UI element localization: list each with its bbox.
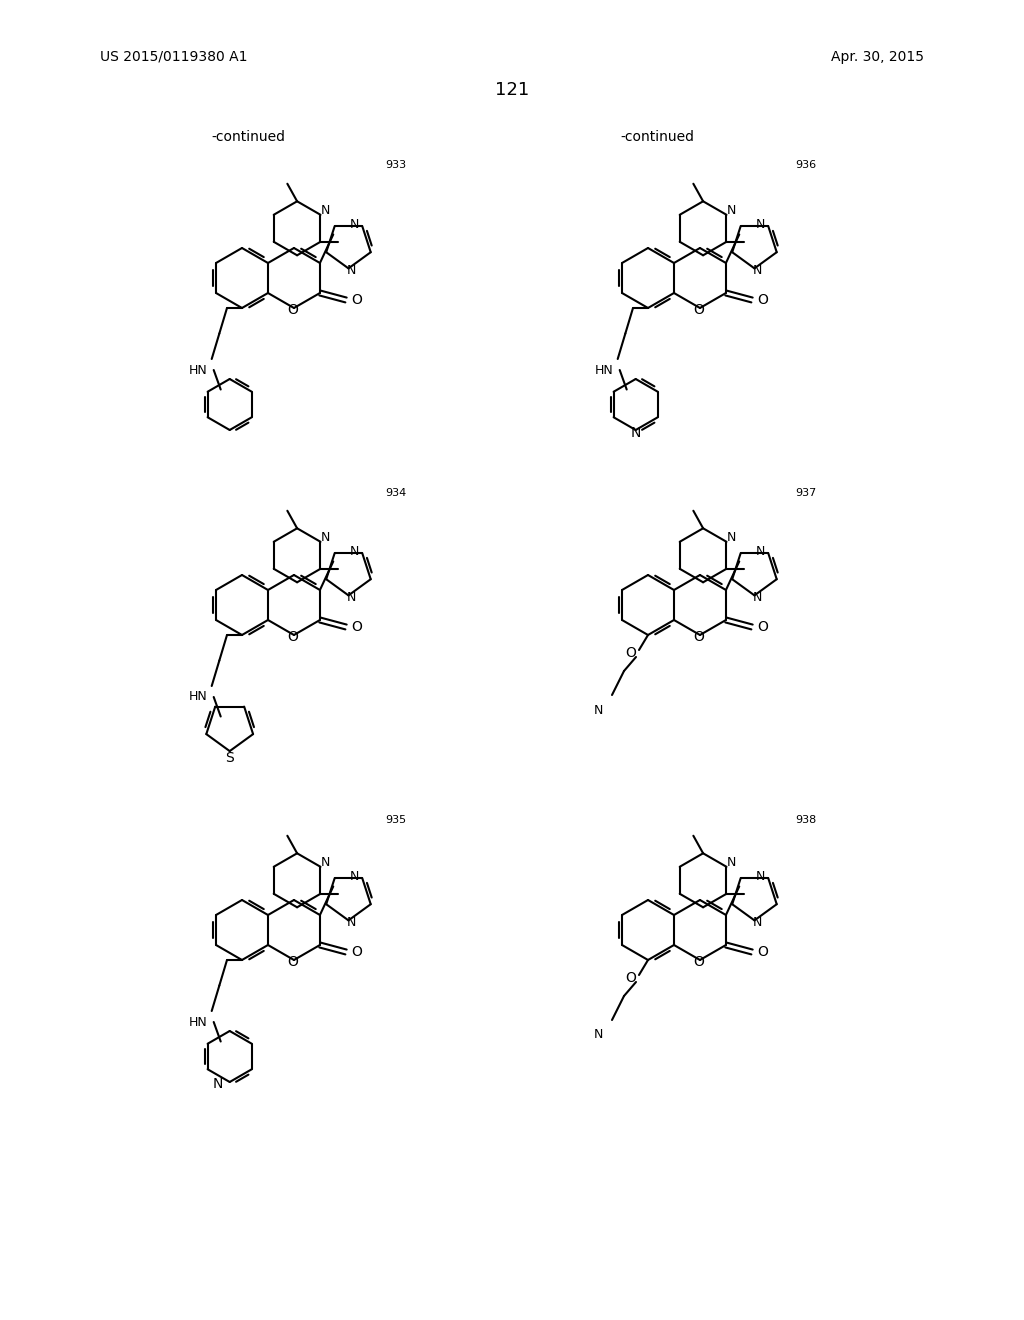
Text: 121: 121 bbox=[495, 81, 529, 99]
Text: N: N bbox=[753, 591, 762, 603]
Text: N: N bbox=[321, 857, 330, 870]
Text: US 2015/0119380 A1: US 2015/0119380 A1 bbox=[100, 50, 248, 63]
Text: N: N bbox=[727, 857, 736, 870]
Text: N: N bbox=[347, 916, 356, 929]
Text: N: N bbox=[753, 264, 762, 277]
Text: 936: 936 bbox=[795, 160, 816, 170]
Text: Apr. 30, 2015: Apr. 30, 2015 bbox=[831, 50, 924, 63]
Text: HN: HN bbox=[188, 1015, 207, 1028]
Text: O: O bbox=[693, 304, 705, 317]
Text: O: O bbox=[693, 954, 705, 969]
Text: N: N bbox=[631, 426, 641, 440]
Text: N: N bbox=[349, 545, 358, 557]
Text: O: O bbox=[626, 972, 637, 985]
Text: O: O bbox=[288, 630, 298, 644]
Text: HN: HN bbox=[188, 690, 207, 704]
Text: N: N bbox=[347, 264, 356, 277]
Text: O: O bbox=[351, 620, 362, 634]
Text: O: O bbox=[351, 293, 362, 308]
Text: HN: HN bbox=[594, 363, 613, 376]
Text: N: N bbox=[727, 531, 736, 544]
Text: N: N bbox=[756, 545, 765, 557]
Text: N: N bbox=[594, 704, 603, 717]
Text: O: O bbox=[288, 954, 298, 969]
Text: O: O bbox=[626, 645, 637, 660]
Text: N: N bbox=[756, 218, 765, 231]
Text: N: N bbox=[321, 531, 330, 544]
Text: O: O bbox=[288, 304, 298, 317]
Text: -continued: -continued bbox=[211, 129, 285, 144]
Text: O: O bbox=[351, 945, 362, 960]
Text: N: N bbox=[349, 870, 358, 883]
Text: N: N bbox=[347, 591, 356, 603]
Text: N: N bbox=[756, 870, 765, 883]
Text: 938: 938 bbox=[795, 814, 816, 825]
Text: O: O bbox=[758, 293, 768, 308]
Text: 934: 934 bbox=[385, 488, 407, 498]
Text: 935: 935 bbox=[385, 814, 407, 825]
Text: O: O bbox=[693, 630, 705, 644]
Text: 933: 933 bbox=[385, 160, 407, 170]
Text: N: N bbox=[727, 205, 736, 218]
Text: N: N bbox=[594, 1028, 603, 1041]
Text: N: N bbox=[753, 916, 762, 929]
Text: O: O bbox=[758, 945, 768, 960]
Text: N: N bbox=[349, 218, 358, 231]
Text: HN: HN bbox=[188, 363, 207, 376]
Text: 937: 937 bbox=[795, 488, 816, 498]
Text: O: O bbox=[758, 620, 768, 634]
Text: -continued: -continued bbox=[620, 129, 694, 144]
Text: S: S bbox=[225, 751, 234, 766]
Text: N: N bbox=[213, 1077, 223, 1090]
Text: N: N bbox=[321, 205, 330, 218]
